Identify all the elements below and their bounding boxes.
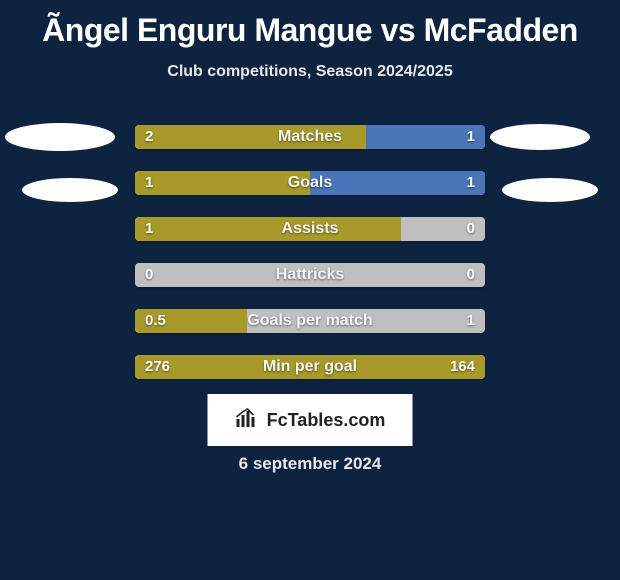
right-value: 1	[467, 171, 475, 195]
logo-text: FcTables.com	[267, 410, 386, 431]
right-value: 1	[467, 309, 475, 333]
date-label: 6 september 2024	[0, 454, 620, 474]
stat-label: Hattricks	[276, 263, 344, 287]
stat-row: 0 0 Hattricks	[135, 263, 485, 287]
left-value: 1	[145, 171, 153, 195]
stat-row: 1 0 Assists	[135, 217, 485, 241]
stat-row: 0.5 1 Goals per match	[135, 309, 485, 333]
right-value: 164	[450, 355, 475, 379]
stat-row: 1 1 Goals	[135, 171, 485, 195]
stat-label: Matches	[278, 125, 342, 149]
left-value: 0.5	[145, 309, 166, 333]
left-value: 0	[145, 263, 153, 287]
decorative-ellipse	[5, 123, 115, 151]
stat-row: 2 1 Matches	[135, 125, 485, 149]
right-value: 0	[467, 263, 475, 287]
left-bar-fill	[135, 217, 401, 241]
left-value: 1	[145, 217, 153, 241]
page-title: Ãngel Enguru Mangue vs McFadden	[0, 0, 620, 49]
stat-label: Min per goal	[263, 355, 357, 379]
right-bar-fill	[310, 171, 485, 195]
stat-bars: 2 1 Matches 1 1 Goals 1 0 Assists 0 0 Hattricks 0.5 1…	[135, 125, 485, 401]
logo-box: FcTables.com	[208, 394, 413, 446]
bar-chart-icon	[235, 407, 261, 434]
decorative-ellipse	[22, 178, 118, 202]
stat-row: 276 164 Min per goal	[135, 355, 485, 379]
left-value: 276	[145, 355, 170, 379]
stat-label: Goals	[288, 171, 332, 195]
right-value: 1	[467, 125, 475, 149]
decorative-ellipse	[490, 124, 590, 150]
right-value: 0	[467, 217, 475, 241]
stat-label: Goals per match	[247, 309, 372, 333]
left-value: 2	[145, 125, 153, 149]
left-bar-fill	[135, 171, 310, 195]
subtitle: Club competitions, Season 2024/2025	[0, 63, 620, 81]
stat-label: Assists	[282, 217, 339, 241]
decorative-ellipse	[502, 178, 598, 202]
